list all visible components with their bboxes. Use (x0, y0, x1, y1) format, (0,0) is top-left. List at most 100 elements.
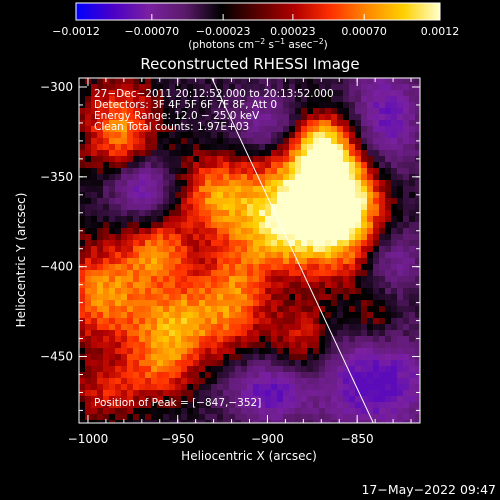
heatmap-cell (325, 150, 332, 157)
heatmap-cell (367, 402, 374, 409)
heatmap-cell (385, 150, 392, 157)
heatmap-cell (331, 120, 338, 127)
heatmap-cell (193, 354, 200, 361)
heatmap-cell (217, 330, 224, 337)
heatmap-cell (181, 372, 188, 379)
heatmap-cell (205, 114, 212, 121)
heatmap-cell (253, 78, 260, 85)
heatmap-cell (301, 288, 308, 295)
heatmap-cell (301, 168, 308, 175)
heatmap-cell (103, 180, 110, 187)
heatmap-cell (91, 336, 98, 343)
heatmap-cell (187, 114, 194, 121)
heatmap-cell (85, 324, 92, 331)
heatmap-cell (355, 120, 362, 127)
heatmap-cell (337, 228, 344, 235)
heatmap-cell (307, 78, 314, 85)
heatmap-cell (385, 240, 392, 247)
heatmap-cell (283, 150, 290, 157)
heatmap-cell (277, 312, 284, 319)
heatmap-cell (205, 156, 212, 163)
heatmap-cell (385, 234, 392, 241)
heatmap-cell (169, 354, 176, 361)
heatmap-cell (163, 180, 170, 187)
heatmap-cell (205, 198, 212, 205)
heatmap-cell (121, 258, 128, 265)
heatmap-cell (229, 270, 236, 277)
heatmap-cell (85, 180, 92, 187)
heatmap-cell (157, 402, 164, 409)
heatmap-cell (277, 168, 284, 175)
heatmap-cell (331, 396, 338, 403)
heatmap-cell (91, 138, 98, 145)
heatmap-cell (301, 318, 308, 325)
heatmap-cell (163, 114, 170, 121)
heatmap-cell (343, 246, 350, 253)
heatmap-cell (241, 174, 248, 181)
x-tick-label: −1000 (68, 432, 109, 446)
heatmap-cell (103, 276, 110, 283)
heatmap-cell (235, 228, 242, 235)
heatmap-cell (253, 414, 260, 421)
heatmap-cell (409, 234, 416, 241)
heatmap-cell (259, 378, 266, 385)
heatmap-cell (151, 366, 158, 373)
heatmap-cell (373, 306, 380, 313)
heatmap-cell (343, 294, 350, 301)
heatmap-cell (295, 414, 302, 421)
heatmap-cell (109, 216, 116, 223)
heatmap-cell (109, 174, 116, 181)
heatmap-cell (379, 378, 386, 385)
heatmap-cell (283, 180, 290, 187)
heatmap-cell (391, 114, 398, 121)
heatmap-cell (121, 348, 128, 355)
heatmap-cell (229, 384, 236, 391)
heatmap-cell (163, 300, 170, 307)
heatmap-cell (385, 228, 392, 235)
heatmap-cell (223, 300, 230, 307)
heatmap-cell (79, 330, 86, 337)
heatmap-cell (109, 318, 116, 325)
heatmap-cell (187, 234, 194, 241)
heatmap-cell (295, 126, 302, 133)
heatmap-cell (283, 258, 290, 265)
heatmap-cell (79, 108, 86, 115)
heatmap-cell (79, 240, 86, 247)
heatmap-cell (229, 120, 236, 127)
heatmap-cell (361, 78, 368, 85)
heatmap-cell (397, 234, 404, 241)
heatmap-cell (373, 390, 380, 397)
heatmap-cell (127, 396, 134, 403)
heatmap-cell (265, 402, 272, 409)
heatmap-cell (223, 120, 230, 127)
heatmap-cell (235, 282, 242, 289)
heatmap-cell (283, 84, 290, 91)
heatmap-cell (199, 102, 206, 109)
heatmap-cell (115, 408, 122, 415)
heatmap-cell (295, 114, 302, 121)
heatmap-cell (139, 252, 146, 259)
heatmap-cell (97, 288, 104, 295)
heatmap-cell (163, 156, 170, 163)
heatmap-cell (307, 102, 314, 109)
heatmap-cell (391, 366, 398, 373)
heatmap-cell (157, 180, 164, 187)
heatmap-cell (103, 138, 110, 145)
heatmap-cell (229, 420, 236, 423)
heatmap-cell (157, 126, 164, 133)
heatmap-cell (205, 306, 212, 313)
heatmap-cell (301, 162, 308, 169)
heatmap-cell (211, 330, 218, 337)
heatmap-cell (397, 360, 404, 367)
heatmap-cell (367, 102, 374, 109)
heatmap-cell (319, 420, 326, 423)
heatmap-cell (163, 420, 170, 423)
heatmap-cell (355, 90, 362, 97)
heatmap-cell (127, 348, 134, 355)
heatmap-cell (283, 396, 290, 403)
heatmap-cell (175, 390, 182, 397)
heatmap-cell (289, 234, 296, 241)
heatmap-cell (343, 198, 350, 205)
heatmap-cell (127, 270, 134, 277)
heatmap-cell (235, 234, 242, 241)
